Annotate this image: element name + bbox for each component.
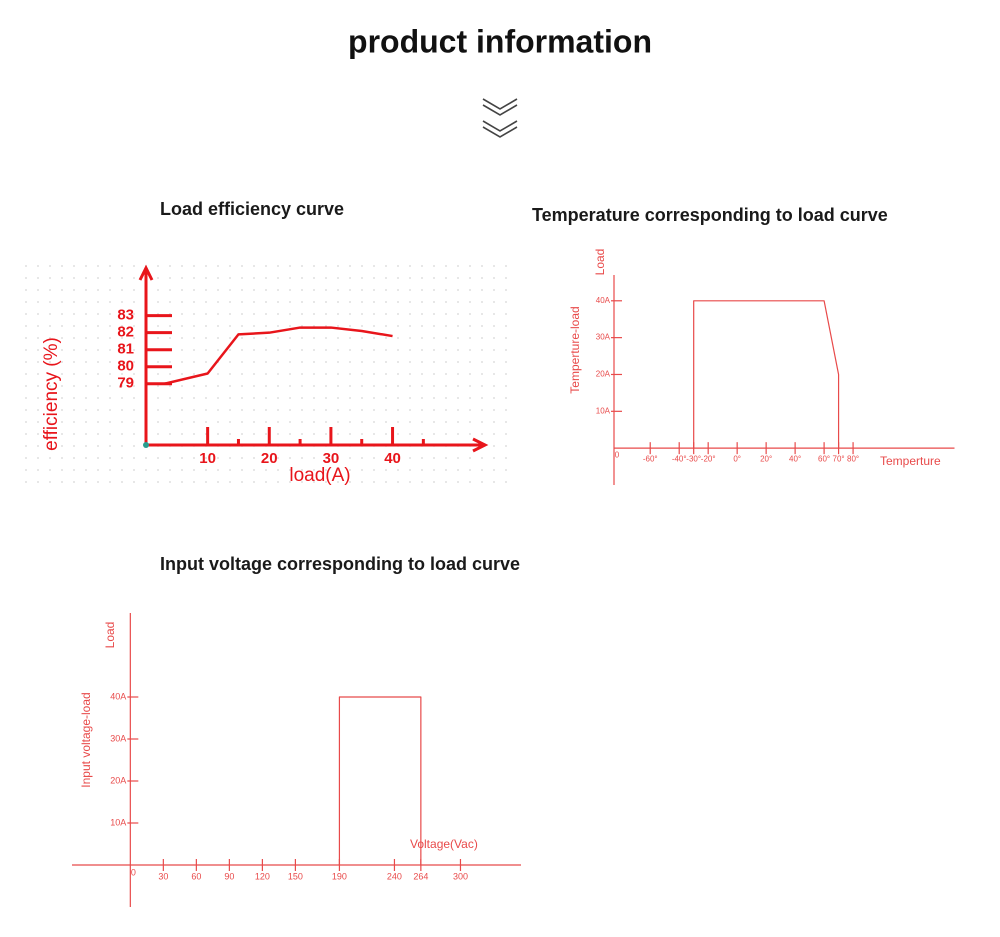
- y-tick-label: 40A: [110, 691, 126, 701]
- curve: [338, 696, 422, 865]
- y-tick-label: 83: [117, 307, 134, 324]
- x-tick-label: 300: [453, 871, 468, 881]
- x-tick-label: 150: [288, 871, 303, 881]
- curve: [693, 300, 840, 449]
- origin-label: 0: [131, 867, 136, 877]
- chart-title: Input voltage corresponding to load curv…: [160, 554, 520, 574]
- curve: [164, 326, 393, 385]
- y-axis-label: Load: [593, 249, 607, 276]
- page-title: product information: [348, 23, 652, 59]
- y-axis-label: Input voltage-load: [79, 692, 93, 787]
- y-axis-label: Load: [103, 622, 117, 649]
- x-axis-label: load(A): [289, 465, 350, 486]
- axis-arrow: [472, 437, 489, 453]
- y-tick-label: 79: [117, 375, 134, 392]
- x-axis-label: Voltage(Vac): [410, 837, 478, 851]
- y-tick-label: 30A: [596, 333, 611, 342]
- y-tick-label: 81: [117, 341, 134, 358]
- x-tick-label: 190: [332, 871, 347, 881]
- x-axis-label: Temperture: [880, 454, 941, 468]
- y-tick-label: 10A: [110, 817, 126, 827]
- x-tick-label: 0°: [733, 454, 741, 463]
- origin-label: 0: [615, 450, 620, 459]
- x-tick-label: 60: [191, 871, 201, 881]
- x-tick-label: 30: [158, 871, 168, 881]
- chart-title: Temperature corresponding to load curve: [532, 205, 888, 225]
- x-tick-label: 40°: [789, 454, 801, 463]
- chart-title: Load efficiency curve: [160, 199, 344, 219]
- x-tick-label: 30: [323, 450, 340, 467]
- y-tick-label: 80: [117, 358, 134, 375]
- x-tick-label: -60°: [643, 454, 658, 463]
- x-tick-label: 240: [387, 871, 402, 881]
- x-tick-label: -40°: [672, 454, 687, 463]
- y-tick-label: 82: [117, 324, 134, 341]
- x-tick-label: 70°: [833, 454, 845, 463]
- x-tick-label: 20: [261, 450, 278, 467]
- y-tick-label: 10A: [596, 406, 611, 415]
- origin-dot: [143, 442, 149, 448]
- y-tick-label: 40A: [596, 296, 611, 305]
- x-tick-label: 60°: [818, 454, 830, 463]
- x-tick-label: 10: [199, 450, 216, 467]
- y-tick-label: 30A: [110, 733, 126, 743]
- x-tick-label: -20°: [701, 454, 716, 463]
- y-axis-label: Temperture-load: [568, 306, 582, 393]
- x-tick-label: 264: [413, 871, 428, 881]
- y-tick-label: 20A: [596, 370, 611, 379]
- chevrons: [482, 98, 518, 138]
- x-tick-label: 20°: [760, 454, 772, 463]
- x-tick-label: 120: [255, 871, 270, 881]
- x-tick-label: 90: [224, 871, 234, 881]
- x-tick-label: 40: [384, 450, 401, 467]
- y-tick-label: 20A: [110, 775, 126, 785]
- x-tick-label: 80°: [847, 454, 859, 463]
- dot-background: [25, 255, 513, 490]
- y-axis-label: efficiency (%): [41, 337, 62, 451]
- x-tick-label: -30°: [686, 454, 701, 463]
- axis-arrow: [138, 264, 154, 281]
